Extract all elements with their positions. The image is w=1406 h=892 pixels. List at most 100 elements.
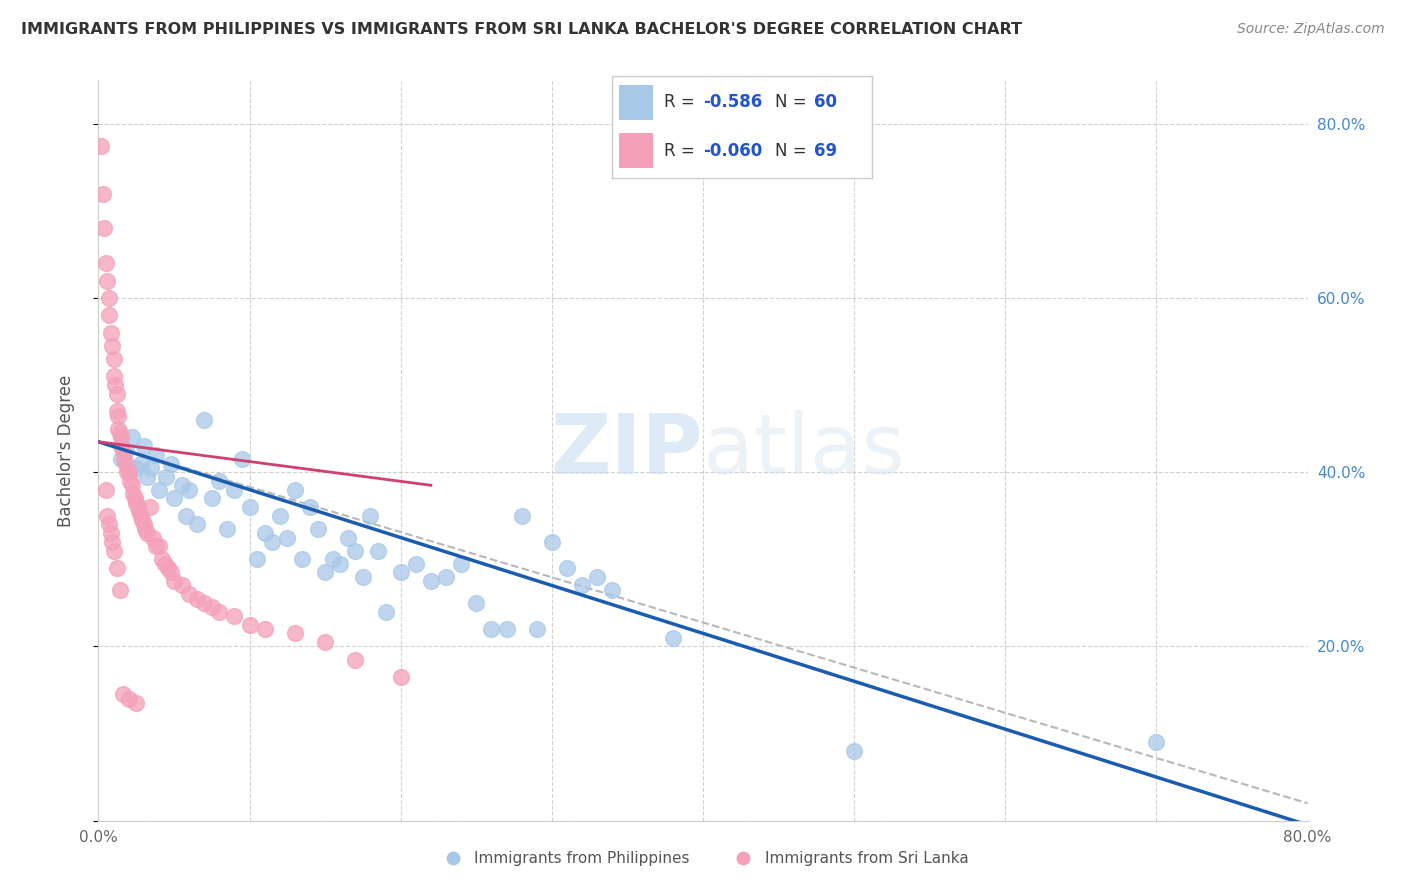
- Point: [94, 256, 117, 270]
- Point: [148, 483, 170, 497]
- Point: [336, 531, 359, 545]
- Point: [322, 552, 344, 566]
- Point: [150, 552, 173, 566]
- Point: [170, 578, 193, 592]
- Point: [148, 539, 170, 553]
- Point: [129, 457, 152, 471]
- Point: [98, 291, 121, 305]
- Point: [121, 478, 143, 492]
- Point: [114, 443, 136, 458]
- Point: [111, 687, 134, 701]
- Point: [96, 508, 118, 523]
- Point: [105, 404, 128, 418]
- Point: [132, 439, 155, 453]
- Point: [105, 387, 128, 401]
- Point: [262, 535, 284, 549]
- Point: [107, 422, 129, 436]
- Point: [201, 491, 224, 506]
- Point: [661, 631, 683, 645]
- Point: [246, 552, 269, 566]
- Point: [269, 508, 291, 523]
- Point: [120, 474, 142, 488]
- Point: [284, 483, 307, 497]
- Point: [179, 483, 201, 497]
- Point: [179, 587, 201, 601]
- Point: [153, 557, 176, 571]
- Point: [314, 566, 336, 580]
- Point: [586, 570, 609, 584]
- Text: atlas: atlas: [703, 410, 904, 491]
- Point: [344, 652, 367, 666]
- Point: [155, 469, 177, 483]
- Point: [105, 561, 128, 575]
- Point: [125, 461, 148, 475]
- Legend: Immigrants from Philippines, Immigrants from Sri Lanka: Immigrants from Philippines, Immigrants …: [432, 845, 974, 872]
- Point: [215, 522, 238, 536]
- Point: [145, 448, 167, 462]
- Point: [571, 578, 593, 592]
- Point: [145, 539, 167, 553]
- Point: [208, 605, 231, 619]
- Point: [101, 339, 124, 353]
- Point: [94, 483, 117, 497]
- Point: [107, 409, 129, 423]
- Text: 60: 60: [814, 94, 838, 112]
- Point: [103, 369, 125, 384]
- Point: [121, 430, 143, 444]
- Point: [360, 508, 382, 523]
- Point: [108, 582, 131, 597]
- Point: [224, 483, 246, 497]
- Point: [132, 517, 155, 532]
- Point: [93, 221, 115, 235]
- Point: [253, 622, 276, 636]
- Point: [112, 452, 135, 467]
- Point: [495, 622, 517, 636]
- Point: [125, 696, 148, 710]
- Point: [193, 596, 215, 610]
- Point: [156, 561, 179, 575]
- Point: [844, 744, 866, 758]
- Point: [98, 517, 121, 532]
- Point: [344, 543, 367, 558]
- Point: [135, 526, 157, 541]
- Point: [118, 691, 141, 706]
- Text: -0.586: -0.586: [703, 94, 762, 112]
- Point: [374, 605, 396, 619]
- Point: [100, 526, 122, 541]
- Point: [134, 522, 156, 536]
- Y-axis label: Bachelor's Degree: Bachelor's Degree: [56, 375, 75, 526]
- Point: [389, 566, 412, 580]
- Point: [193, 413, 215, 427]
- FancyBboxPatch shape: [620, 85, 654, 120]
- Point: [208, 474, 231, 488]
- Point: [110, 452, 132, 467]
- Point: [103, 543, 125, 558]
- Text: ZIP: ZIP: [551, 410, 703, 491]
- Point: [239, 500, 262, 514]
- Point: [314, 635, 336, 649]
- Text: R =: R =: [664, 94, 700, 112]
- Point: [405, 557, 427, 571]
- Point: [284, 626, 307, 640]
- Point: [329, 557, 352, 571]
- Point: [160, 457, 183, 471]
- Point: [201, 600, 224, 615]
- Point: [124, 491, 146, 506]
- Point: [118, 465, 141, 479]
- Point: [108, 425, 131, 440]
- Point: [224, 609, 246, 624]
- Point: [128, 504, 150, 518]
- Point: [186, 591, 208, 606]
- FancyBboxPatch shape: [620, 133, 654, 168]
- Point: [127, 500, 149, 514]
- Point: [186, 517, 208, 532]
- Point: [389, 670, 412, 684]
- Point: [141, 461, 163, 475]
- Point: [142, 531, 165, 545]
- Point: [110, 430, 132, 444]
- Point: [465, 596, 488, 610]
- Point: [299, 500, 322, 514]
- Text: 69: 69: [814, 142, 838, 160]
- Point: [129, 508, 152, 523]
- Point: [526, 622, 548, 636]
